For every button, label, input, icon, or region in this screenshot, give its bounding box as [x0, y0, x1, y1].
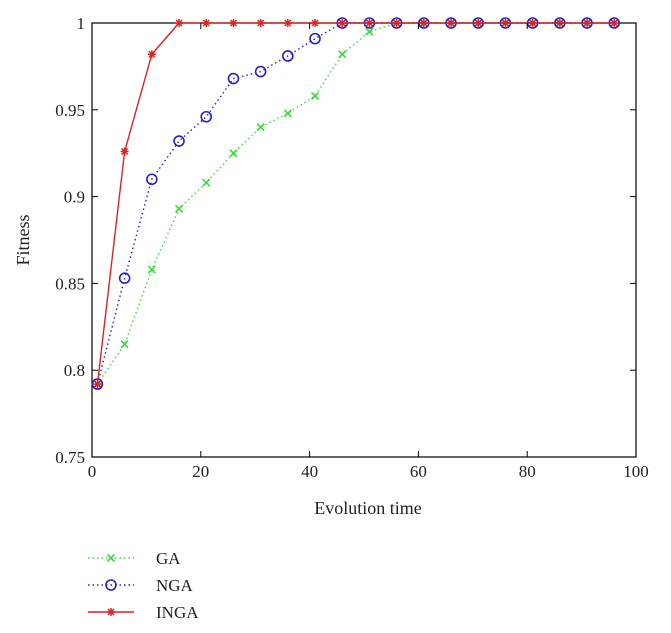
data-point-inga [229, 19, 238, 27]
data-point-inga [447, 19, 456, 27]
y-tick-label: 0.85 [55, 274, 85, 293]
data-point-ga [147, 265, 156, 274]
plot-area [91, 22, 637, 458]
data-point-nga [227, 72, 240, 85]
data-point-ga [310, 91, 320, 100]
series-line-inga [96, 22, 615, 385]
legend-label-ga: GA [156, 549, 181, 568]
data-point-nga [309, 32, 321, 45]
x-tick-label: 0 [88, 462, 97, 481]
data-point-ga [120, 340, 129, 349]
x-tick-label: 80 [519, 462, 536, 481]
y-tick-label: 0.95 [55, 101, 85, 120]
data-point-ga [365, 27, 374, 36]
data-point-nga [146, 173, 158, 186]
data-point-nga [254, 65, 267, 78]
legend-marker-nga [105, 579, 117, 591]
data-point-inga [610, 19, 619, 27]
x-tick-label: 40 [301, 462, 318, 481]
data-point-nga [173, 135, 185, 147]
data-point-ga [256, 123, 265, 132]
data-point-inga [392, 19, 401, 27]
legend-label-inga: INGA [156, 603, 199, 622]
data-point-inga [555, 19, 564, 27]
data-point-inga [501, 19, 510, 27]
data-point-nga [200, 110, 213, 123]
y-axis-title: Fitness [13, 214, 33, 265]
data-point-inga [365, 19, 374, 27]
legend: GA NGA INGA [88, 549, 199, 622]
data-point-inga [338, 19, 347, 27]
series-line-nga [96, 22, 615, 385]
x-tick-label: 20 [192, 462, 209, 481]
data-point-inga [283, 19, 292, 27]
y-tick-label: 0.75 [55, 448, 85, 467]
data-point-nga [282, 50, 294, 62]
plot-frame [91, 22, 637, 458]
x-axis-title: Evolution time [314, 498, 422, 518]
data-point-ga [202, 178, 211, 187]
data-point-ga [174, 204, 184, 213]
data-point-ga [283, 109, 292, 118]
x-tick-label: 60 [410, 462, 427, 481]
data-point-inga [120, 147, 129, 156]
y-tick-label: 1 [77, 14, 86, 33]
legend-marker-ga [106, 553, 116, 563]
legend-label-nga: NGA [156, 576, 194, 595]
ticks-layer: 0 20 40 60 80 100 0.75 0.8 0.85 0.9 0.95 1 [55, 14, 649, 481]
series-layer [91, 17, 621, 390]
y-tick-label: 0.8 [64, 361, 85, 380]
legend-marker-inga [107, 608, 115, 616]
x-tick-label: 100 [623, 462, 649, 481]
y-tick-label: 0.9 [64, 188, 85, 207]
data-point-inga [528, 19, 537, 27]
series-line-ga [96, 22, 615, 385]
data-point-inga [256, 19, 265, 27]
data-point-inga [202, 19, 211, 27]
data-point-nga [118, 272, 131, 284]
data-point-inga [93, 380, 102, 389]
data-point-inga [583, 19, 592, 27]
data-point-inga [147, 50, 156, 59]
data-point-inga [175, 19, 184, 27]
data-point-inga [474, 19, 483, 27]
data-point-ga [338, 50, 347, 59]
data-point-inga [311, 19, 320, 27]
data-point-ga [229, 149, 238, 158]
data-point-inga [419, 19, 428, 27]
